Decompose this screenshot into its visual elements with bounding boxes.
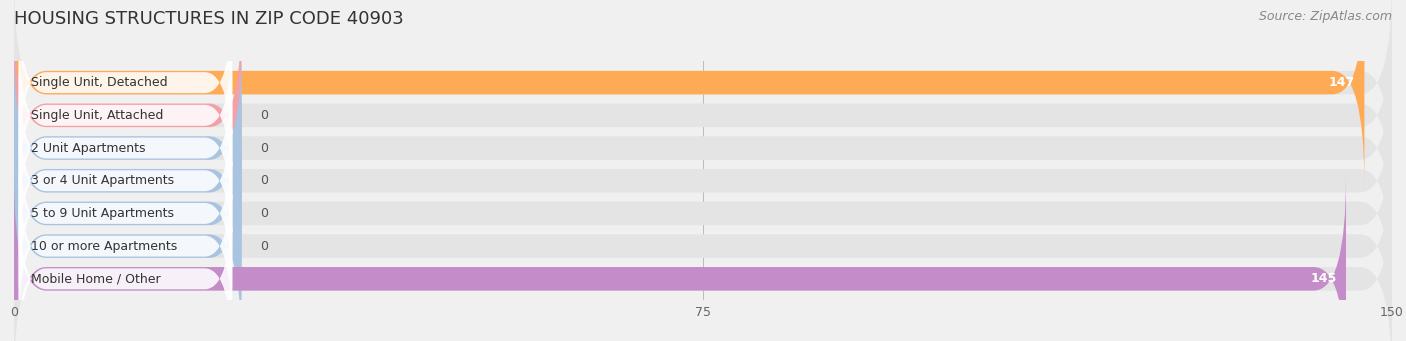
Text: 0: 0 <box>260 142 267 154</box>
Text: Mobile Home / Other: Mobile Home / Other <box>31 272 160 285</box>
FancyBboxPatch shape <box>18 0 232 170</box>
FancyBboxPatch shape <box>18 191 232 341</box>
Text: 10 or more Apartments: 10 or more Apartments <box>31 240 177 253</box>
FancyBboxPatch shape <box>14 144 1392 341</box>
Text: 0: 0 <box>260 109 267 122</box>
FancyBboxPatch shape <box>18 126 232 301</box>
Text: Single Unit, Detached: Single Unit, Detached <box>31 76 167 89</box>
Text: 145: 145 <box>1310 272 1337 285</box>
FancyBboxPatch shape <box>18 93 232 268</box>
Text: 2 Unit Apartments: 2 Unit Apartments <box>31 142 145 154</box>
FancyBboxPatch shape <box>14 0 1392 185</box>
FancyBboxPatch shape <box>14 111 1392 316</box>
FancyBboxPatch shape <box>14 111 242 316</box>
Text: 0: 0 <box>260 240 267 253</box>
Text: 147: 147 <box>1329 76 1355 89</box>
FancyBboxPatch shape <box>14 13 1392 218</box>
FancyBboxPatch shape <box>18 159 232 334</box>
Text: 0: 0 <box>260 174 267 187</box>
Text: 5 to 9 Unit Apartments: 5 to 9 Unit Apartments <box>31 207 173 220</box>
FancyBboxPatch shape <box>14 176 1346 341</box>
FancyBboxPatch shape <box>14 45 1392 251</box>
FancyBboxPatch shape <box>18 28 232 203</box>
FancyBboxPatch shape <box>14 0 1364 185</box>
FancyBboxPatch shape <box>14 78 1392 283</box>
FancyBboxPatch shape <box>14 176 1392 341</box>
FancyBboxPatch shape <box>14 144 242 341</box>
Text: Single Unit, Attached: Single Unit, Attached <box>31 109 163 122</box>
Text: 3 or 4 Unit Apartments: 3 or 4 Unit Apartments <box>31 174 174 187</box>
FancyBboxPatch shape <box>18 60 232 236</box>
Text: 0: 0 <box>260 207 267 220</box>
FancyBboxPatch shape <box>14 45 242 251</box>
FancyBboxPatch shape <box>14 13 242 218</box>
Text: HOUSING STRUCTURES IN ZIP CODE 40903: HOUSING STRUCTURES IN ZIP CODE 40903 <box>14 10 404 28</box>
Text: Source: ZipAtlas.com: Source: ZipAtlas.com <box>1258 10 1392 23</box>
FancyBboxPatch shape <box>14 78 242 283</box>
